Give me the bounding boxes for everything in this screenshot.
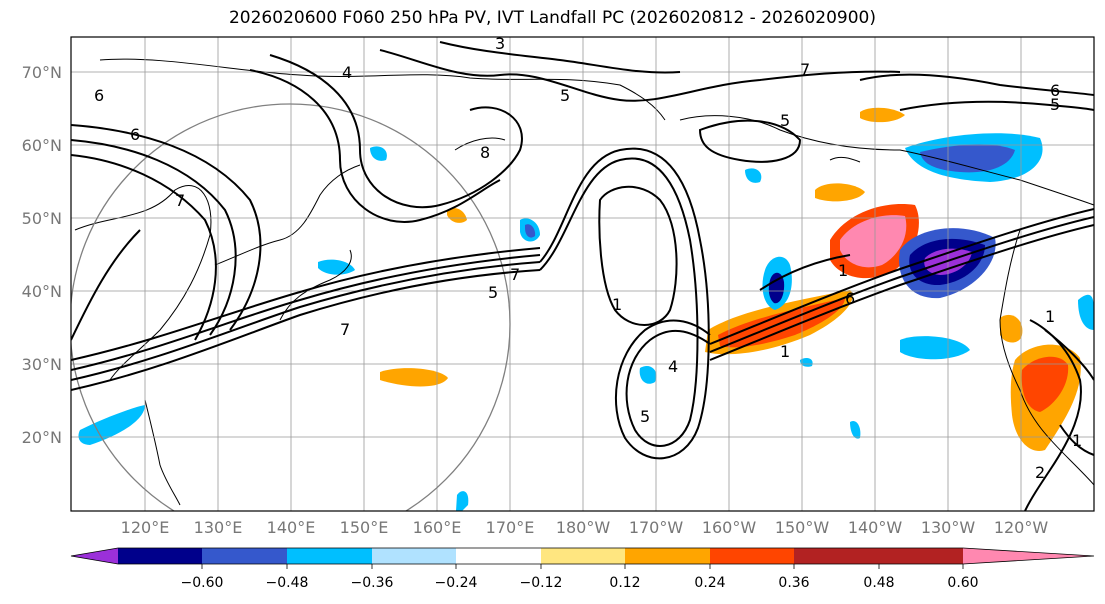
colorbar-tick-label: 0.24 bbox=[694, 575, 725, 591]
lat-label: 40°N bbox=[22, 282, 62, 301]
colorbar-bin bbox=[625, 548, 710, 564]
colorbar-tick-label: −0.36 bbox=[351, 575, 394, 591]
contour-labels: 3 4 6 6 5 8 7 6 5 7 7 5 1 4 5 1 1 6 7 1 … bbox=[94, 34, 1082, 482]
lat-label: 70°N bbox=[22, 63, 62, 82]
contour-label: 5 bbox=[560, 86, 570, 105]
contour-label: 4 bbox=[668, 357, 678, 376]
lat-label: 20°N bbox=[22, 428, 62, 447]
contour-label: 6 bbox=[845, 289, 855, 308]
colorbar-tick-label: 0.12 bbox=[609, 575, 640, 591]
contour-label: 2 bbox=[1035, 463, 1045, 482]
contour-label: 1 bbox=[1072, 431, 1082, 450]
colorbar-bin bbox=[118, 548, 202, 564]
lon-label: 130°W bbox=[921, 518, 976, 537]
lon-label: 180°W bbox=[556, 518, 611, 537]
lon-label: 140°E bbox=[267, 518, 316, 537]
colorbar-bin bbox=[372, 548, 456, 564]
lon-label: 170°W bbox=[629, 518, 684, 537]
colorbar-tick-label: −0.12 bbox=[520, 575, 563, 591]
map-frame bbox=[70, 36, 1095, 512]
contour-label: 3 bbox=[495, 34, 505, 53]
contour-label: 1 bbox=[1045, 307, 1055, 326]
colorbar-bin bbox=[794, 548, 879, 564]
colorbar-tick-label: 0.36 bbox=[778, 575, 809, 591]
colorbar-min-extension bbox=[71, 548, 118, 564]
contour-label: 7 bbox=[510, 265, 520, 284]
contour-label: 6 bbox=[1050, 81, 1060, 100]
coastlines bbox=[74, 58, 1094, 506]
latitude-labels: 70°N 60°N 50°N 40°N 30°N 20°N bbox=[22, 63, 62, 447]
lon-label: 150°E bbox=[340, 518, 389, 537]
lat-label: 60°N bbox=[22, 136, 62, 155]
lon-label: 120°W bbox=[994, 518, 1049, 537]
colorbar-max-extension bbox=[879, 548, 963, 564]
lon-label: 160°E bbox=[413, 518, 462, 537]
contour-label: 1 bbox=[780, 342, 790, 361]
colorbar-bin bbox=[541, 548, 625, 564]
colorbar-tick-label: 0.48 bbox=[863, 575, 894, 591]
contour-label: 7 bbox=[340, 320, 350, 339]
contour-label: 7 bbox=[800, 60, 810, 79]
colorbar-tick-label: −0.24 bbox=[435, 575, 478, 591]
contour-label: 5 bbox=[640, 407, 650, 426]
lat-label: 50°N bbox=[22, 209, 62, 228]
pv-contours bbox=[71, 41, 1094, 511]
contour-label: 1 bbox=[838, 261, 848, 280]
contour-label: 8 bbox=[480, 143, 490, 162]
colorbar-bin bbox=[202, 548, 287, 564]
colorbar-bin bbox=[456, 548, 541, 564]
contour-label: 5 bbox=[780, 111, 790, 130]
lon-label: 130°E bbox=[194, 518, 243, 537]
lon-label: 120°E bbox=[121, 518, 170, 537]
colorbar-bin bbox=[287, 548, 372, 564]
contour-label: 7 bbox=[175, 191, 185, 210]
longitude-labels: 120°E 130°E 140°E 150°E 160°E 170°E 180°… bbox=[121, 518, 1049, 537]
contour-label: 6 bbox=[130, 125, 140, 144]
lon-label: 160°W bbox=[702, 518, 757, 537]
contour-label: 6 bbox=[94, 86, 104, 105]
colorbar-bin bbox=[710, 548, 794, 564]
contour-label: 5 bbox=[488, 283, 498, 302]
colorbar-tick-label: 0.60 bbox=[947, 575, 978, 591]
radius-circle bbox=[71, 103, 511, 511]
colorbar-tick-label: −0.60 bbox=[181, 575, 224, 591]
colorbar-max-arrow bbox=[963, 548, 1094, 564]
colorbar-tick-label: −0.48 bbox=[266, 575, 309, 591]
contour-label: 1 bbox=[612, 295, 622, 314]
chart-title: 2026020600 F060 250 hPa PV, IVT Landfall… bbox=[228, 8, 876, 28]
lon-label: 150°W bbox=[775, 518, 830, 537]
colorbar: −0.60 −0.48 −0.36 −0.24 −0.12 0.12 0.24 … bbox=[70, 547, 1095, 591]
lon-label: 170°E bbox=[486, 518, 535, 537]
contour-label: 5 bbox=[1050, 95, 1060, 114]
lat-label: 30°N bbox=[22, 355, 62, 374]
contour-label: 4 bbox=[342, 63, 352, 82]
lon-label: 140°W bbox=[848, 518, 903, 537]
